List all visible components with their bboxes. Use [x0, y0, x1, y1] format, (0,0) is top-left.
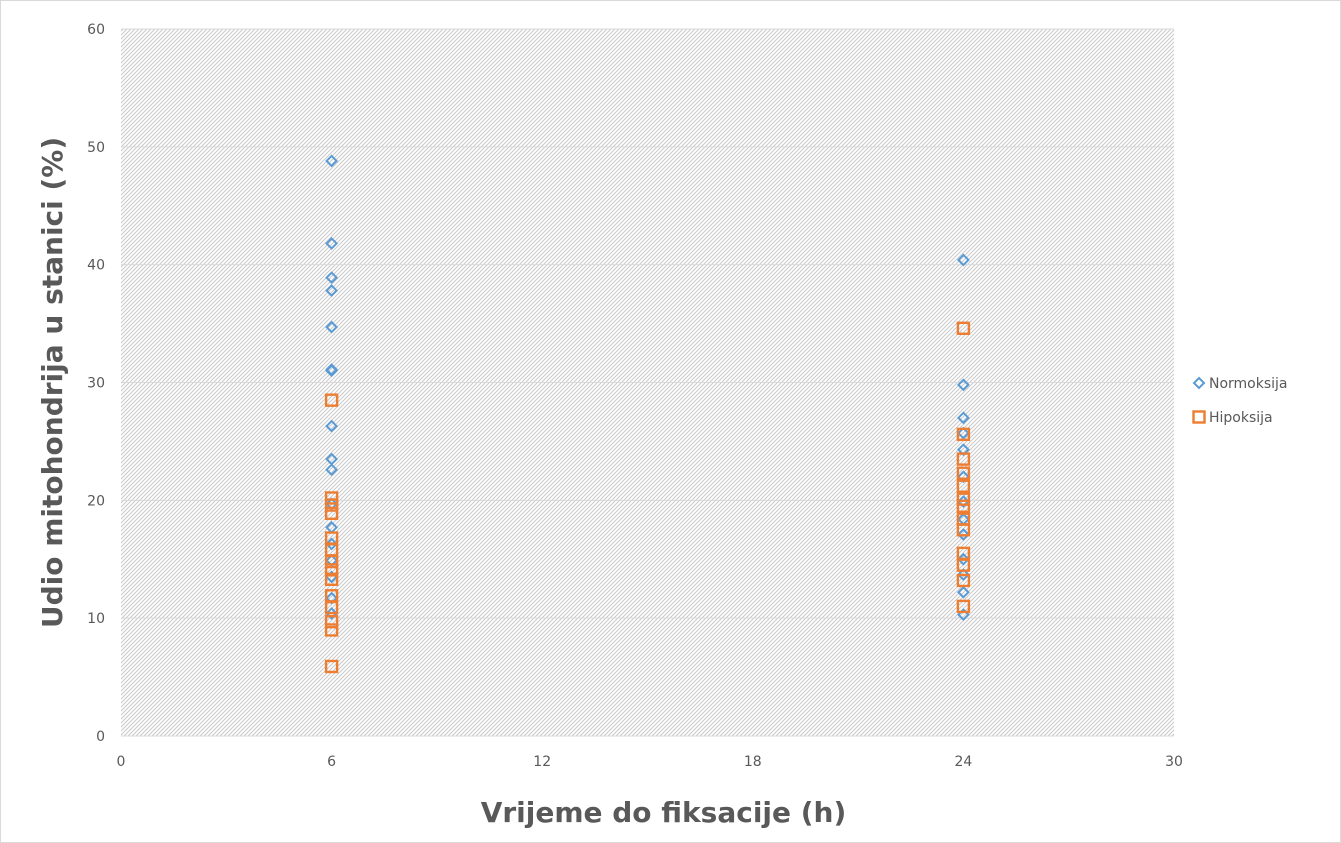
- y-axis-title: Udio mitohondrija u stanici (%): [36, 137, 69, 628]
- x-axis-ticks: 0 6 12 18 24 30: [117, 754, 1183, 770]
- data-point: [324, 498, 339, 512]
- gridlines: [121, 28, 1174, 737]
- data-point: [956, 479, 971, 493]
- x-tick-label: 6: [327, 754, 336, 770]
- x-tick-label: 18: [744, 754, 762, 770]
- data-point: [324, 600, 339, 615]
- data-point: [956, 411, 970, 425]
- data-point: [324, 393, 339, 407]
- x-axis-title: Vrijeme do fiksacije (h): [481, 796, 847, 829]
- x-tick-label: 24: [954, 754, 972, 770]
- data-point: [324, 506, 339, 520]
- y-tick-label: 60: [87, 22, 105, 38]
- data-point: [956, 427, 971, 442]
- data-point: [325, 364, 339, 378]
- data-point: [325, 284, 339, 298]
- data-point: [956, 552, 970, 566]
- data-point: [325, 271, 339, 285]
- legend-label: Normoksija: [1209, 376, 1288, 392]
- data-point: [325, 537, 339, 551]
- y-tick-label: 40: [87, 258, 105, 274]
- data-point: [325, 419, 339, 433]
- x-tick-label: 0: [117, 754, 126, 770]
- data-point: [956, 426, 970, 440]
- y-tick-label: 30: [87, 376, 105, 392]
- data-point: [324, 572, 339, 586]
- data-point: [956, 378, 970, 392]
- data-point: [956, 253, 970, 267]
- data-point: [956, 585, 970, 599]
- data-point: [325, 320, 339, 334]
- data-point: [956, 492, 971, 506]
- data-point: [956, 466, 971, 480]
- data-point: [956, 499, 971, 513]
- data-point: [956, 452, 971, 466]
- data-point: [324, 659, 339, 674]
- data-point: [324, 623, 339, 637]
- data-point: [324, 554, 339, 569]
- y-tick-label: 20: [87, 493, 105, 509]
- data-point: [324, 491, 339, 505]
- series-layer: [324, 154, 971, 674]
- data-point: [956, 321, 971, 335]
- legend: Normoksija Hipoksija: [1192, 376, 1288, 426]
- y-tick-label: 50: [87, 140, 105, 156]
- data-point: [324, 615, 339, 629]
- data-point: [956, 558, 971, 572]
- y-tick-label: 0: [96, 729, 105, 745]
- data-point: [324, 563, 339, 577]
- data-point: [325, 463, 339, 477]
- y-tick-label: 10: [87, 611, 105, 627]
- data-point: [956, 599, 971, 614]
- data-point: [956, 523, 971, 537]
- data-point: [956, 568, 970, 581]
- data-point: [325, 607, 339, 620]
- data-point: [956, 573, 971, 588]
- y-axis-ticks: 0 10 20 30 40 50 60: [87, 22, 105, 745]
- legend-marker: [1192, 376, 1206, 390]
- x-tick-label: 30: [1165, 754, 1183, 770]
- legend-label: Hipoksija: [1209, 410, 1273, 426]
- legend-marker: [1192, 410, 1206, 424]
- series-hipoksija: [324, 321, 971, 674]
- x-tick-label: 12: [533, 754, 551, 770]
- legend-item-normoksija: Normoksija: [1192, 376, 1288, 392]
- data-point: [325, 237, 339, 250]
- data-point: [325, 154, 339, 168]
- data-point: [956, 528, 970, 541]
- legend-item-hipoksija: Hipoksija: [1192, 410, 1273, 426]
